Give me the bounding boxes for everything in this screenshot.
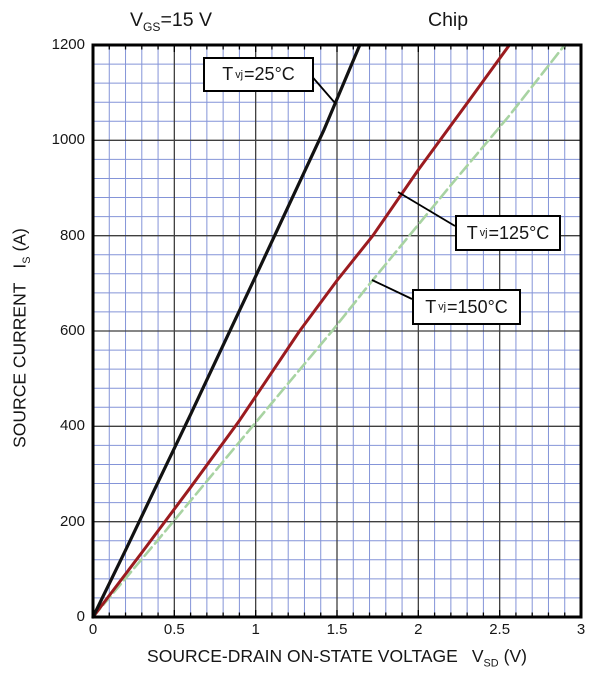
x-tick-label: 1.5 xyxy=(326,621,348,638)
plot-border xyxy=(91,43,583,619)
y-tick-label: 800 xyxy=(59,226,85,244)
y-axis-title: SOURCE CURRENTIS(A) xyxy=(9,228,33,448)
annotation-leader xyxy=(397,191,456,227)
x-tick-label: 0.5 xyxy=(163,621,185,638)
x-tick-label: 2 xyxy=(414,621,423,638)
x-axis-title: SOURCE-DRAIN ON-STATE VOLTAGE VSD (V) xyxy=(147,646,527,670)
x-tick-label: 2.5 xyxy=(489,621,511,638)
y-tick-label: 600 xyxy=(59,322,85,339)
x-tick-label: 1 xyxy=(251,621,260,638)
y-tick-label: 0 xyxy=(76,608,85,625)
condition-label: VGS=15 V xyxy=(130,9,212,34)
y-tick-label: 1200 xyxy=(51,36,85,53)
y-tick-label: 1000 xyxy=(51,131,85,149)
annotation-leader xyxy=(371,279,413,300)
y-tick-label: 200 xyxy=(59,512,85,530)
x-tick-label: 0 xyxy=(88,621,98,638)
series-150c-line xyxy=(91,43,567,619)
series-125c-line xyxy=(91,43,511,619)
x-tick-label: 3 xyxy=(576,621,586,638)
y-tick-label: 400 xyxy=(59,417,85,435)
series-25c-line xyxy=(91,43,362,619)
chip-label: Chip xyxy=(428,9,469,31)
